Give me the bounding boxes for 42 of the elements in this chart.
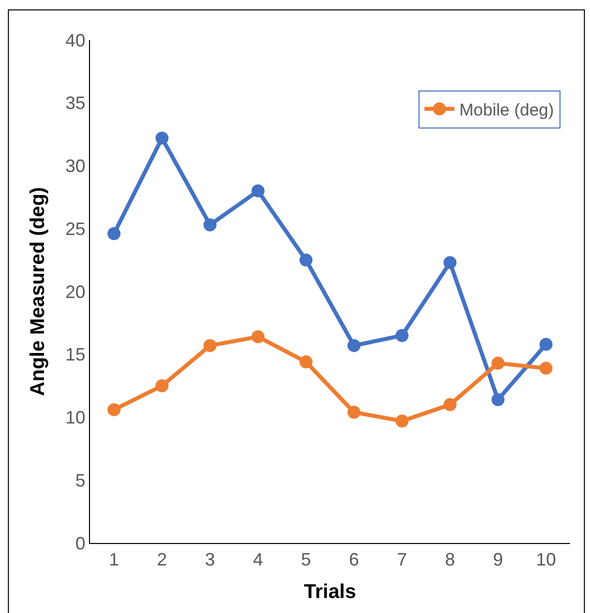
x-tick-label: 10: [536, 550, 556, 570]
y-tick-label: 35: [65, 93, 86, 114]
y-tick-label: 10: [65, 408, 86, 428]
point: [300, 355, 312, 368]
point: [396, 414, 408, 428]
point: [492, 393, 504, 406]
x-tick-label: 1: [108, 550, 120, 570]
point: [204, 339, 216, 352]
point: [492, 356, 504, 370]
x-tick-label: 8: [444, 550, 456, 570]
point: [444, 256, 456, 270]
point: [156, 132, 168, 145]
y-tick-label: 25: [65, 218, 86, 239]
y-tick-label: 40: [65, 30, 86, 50]
point: [444, 398, 456, 412]
y-tick-label: 0: [75, 533, 86, 554]
point: [108, 227, 120, 240]
x-axis-title: Trials: [304, 581, 356, 604]
legend-label: Mobile (deg): [459, 100, 554, 120]
x-tick-label: 3: [204, 550, 216, 570]
point: [396, 329, 408, 342]
y-axis-title: Angle Measured (deg): [26, 187, 49, 396]
point: [300, 254, 312, 267]
x-tick-label: 4: [252, 550, 264, 570]
point: [252, 330, 264, 344]
y-tick-label: 30: [65, 156, 86, 176]
x-tick-label: 6: [348, 550, 360, 570]
y-tick-label: 5: [75, 470, 86, 490]
point: [156, 379, 168, 392]
y-tick-label: 20: [65, 282, 86, 302]
point: [348, 339, 360, 352]
x-tick-label: 9: [492, 550, 504, 570]
point: [540, 338, 552, 351]
point: [204, 218, 216, 232]
x-tick-label: 5: [300, 550, 312, 570]
point: [252, 184, 264, 198]
point: [108, 403, 120, 416]
x-tick-label: 7: [396, 550, 408, 570]
point: [540, 362, 552, 375]
y-tick-label: 15: [65, 344, 86, 365]
point: [348, 406, 360, 419]
x-tick-label: 2: [156, 550, 168, 570]
